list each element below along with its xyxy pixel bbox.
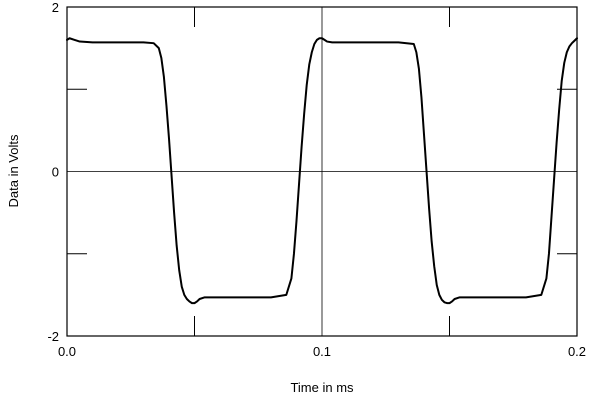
ticks [67, 7, 577, 336]
y-tick-label: 2 [52, 0, 59, 15]
x-tick-label: 0.1 [313, 344, 331, 359]
x-tick-label: 0.2 [568, 344, 586, 359]
gridlines [67, 7, 577, 336]
y-tick-label: 0 [52, 165, 59, 180]
tick-labels: 0.0 0.1 0.2 -2 0 2 [47, 0, 586, 359]
x-tick-label: 0.0 [58, 344, 76, 359]
y-tick-label: -2 [47, 329, 59, 344]
y-axis-label: Data in Volts [6, 134, 21, 207]
series-line [66, 37, 578, 305]
x-axis-label: Time in ms [290, 380, 354, 395]
